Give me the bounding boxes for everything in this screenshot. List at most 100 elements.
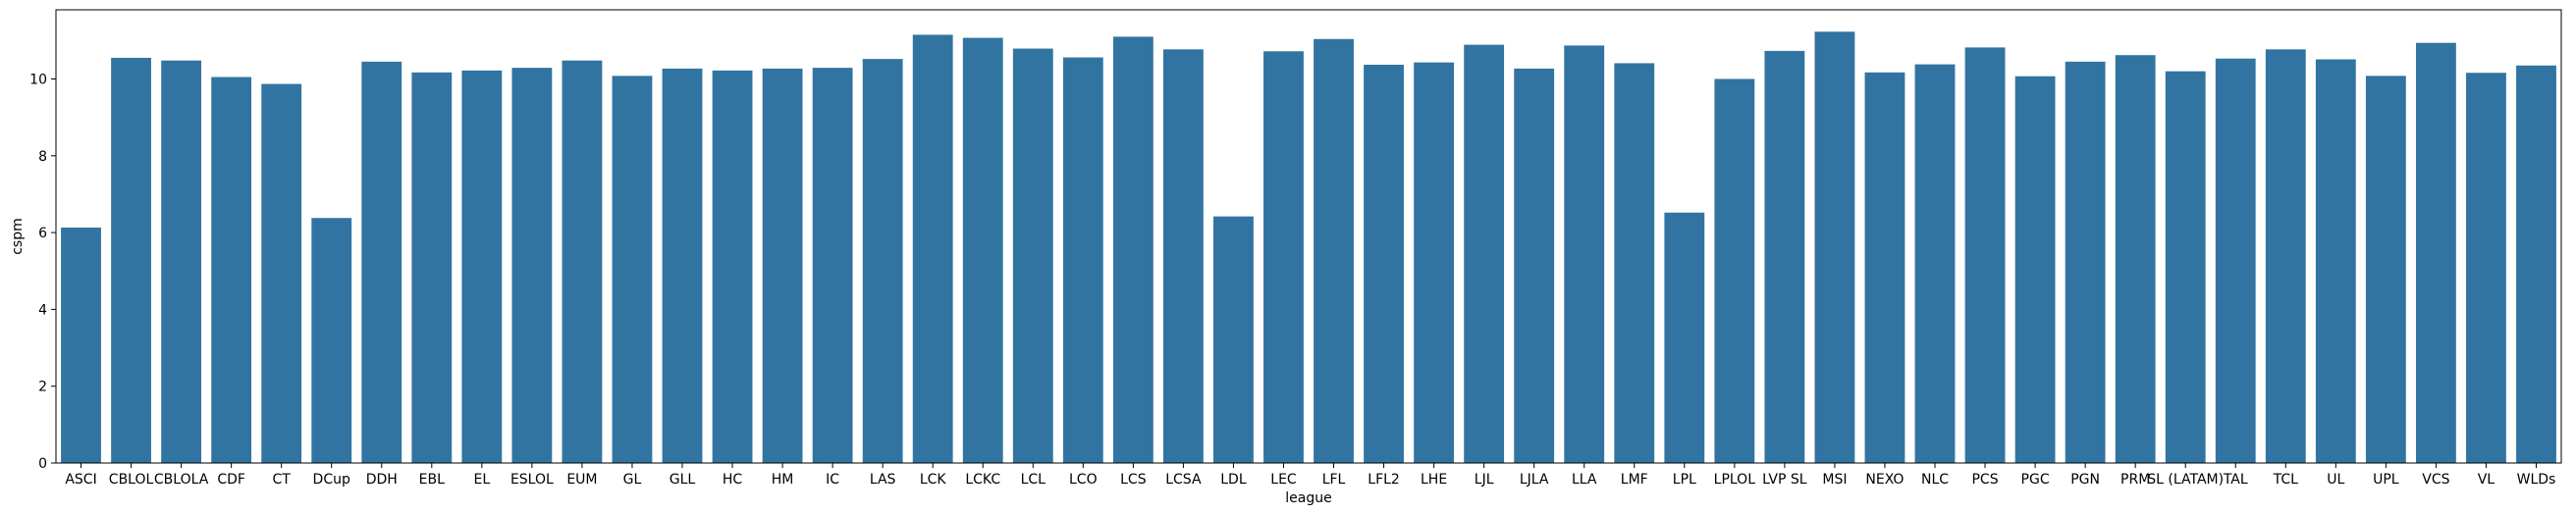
x-tick-label: IC bbox=[826, 472, 839, 488]
bar-nexo bbox=[1864, 72, 1905, 464]
x-tick-label: LCK bbox=[920, 472, 947, 488]
x-tick-label: LEC bbox=[1270, 472, 1297, 488]
y-tick-label: 10 bbox=[29, 72, 47, 87]
x-tick-label: EBL bbox=[419, 472, 445, 488]
bar-ebl bbox=[411, 72, 453, 464]
x-tick-label: VCS bbox=[2422, 472, 2449, 488]
bar-ic bbox=[812, 68, 853, 464]
x-tick-label: HM bbox=[772, 472, 794, 488]
x-tick-label: GLL bbox=[670, 472, 696, 488]
bar-tal bbox=[2215, 58, 2256, 464]
x-tick-label: LDL bbox=[1220, 472, 1247, 488]
x-tick-label: LCO bbox=[1069, 472, 1098, 488]
x-tick-label: LMF bbox=[1621, 472, 1648, 488]
x-tick-label: PGN bbox=[2070, 472, 2100, 488]
bar-lla bbox=[1564, 45, 1605, 463]
x-axis-label: league bbox=[1285, 490, 1331, 506]
x-tick-label: DDH bbox=[366, 472, 398, 488]
x-tick-label: MSI bbox=[1822, 472, 1847, 488]
bar-sl-latam- bbox=[2165, 71, 2206, 463]
x-tick-label: LFL bbox=[1322, 472, 1346, 488]
bar-wlds bbox=[2516, 65, 2556, 464]
bar-lvp-sl bbox=[1764, 50, 1805, 463]
x-tick-label: LPL bbox=[1673, 472, 1696, 488]
bar-ul bbox=[2315, 59, 2356, 464]
y-tick-label: 0 bbox=[38, 456, 47, 472]
x-tick-label: CBLOLA bbox=[154, 472, 209, 488]
x-tick-label: ESLOL bbox=[510, 472, 554, 488]
bar-tcl bbox=[2265, 49, 2306, 463]
bar-ddh bbox=[361, 61, 402, 464]
bar-cdf bbox=[211, 77, 252, 463]
bar-ljl bbox=[1464, 44, 1505, 463]
x-tick-label: SL (LATAM) bbox=[2147, 472, 2224, 488]
x-tick-label: LPLOL bbox=[1714, 472, 1756, 488]
y-axis-label: cspm bbox=[10, 218, 26, 255]
y-axis-ticks: 0 2 4 6 8 10 bbox=[29, 72, 56, 472]
y-tick-label: 6 bbox=[38, 226, 47, 241]
bar-upl bbox=[2365, 76, 2406, 463]
bar-asci bbox=[61, 227, 101, 463]
bar-lhe bbox=[1414, 62, 1455, 464]
x-tick-label: LCKC bbox=[965, 472, 1000, 488]
bar-eum bbox=[562, 60, 603, 463]
x-tick-label: EUM bbox=[566, 472, 597, 488]
y-tick-label: 4 bbox=[38, 302, 47, 318]
plot-frame bbox=[55, 9, 2562, 464]
y-tick-label: 2 bbox=[38, 380, 47, 395]
x-tick-label: NEXO bbox=[1865, 472, 1904, 488]
x-tick-label: TCL bbox=[2273, 472, 2299, 488]
bar-lcs bbox=[1112, 36, 1154, 464]
bar-lpl bbox=[1664, 212, 1705, 463]
bar-cblol bbox=[111, 57, 151, 464]
bar-ct bbox=[261, 83, 302, 464]
bar-lco bbox=[1062, 57, 1103, 463]
x-axis-ticks: ASCI CBLOL CBLOLA CDF CT DCup DDH EBL EL ESLOL EUM… bbox=[65, 463, 2555, 488]
x-tick-label: ASCI bbox=[65, 472, 96, 488]
x-tick-label: LCSA bbox=[1165, 472, 1202, 488]
x-tick-label: CDF bbox=[217, 472, 245, 488]
bar-vcs bbox=[2415, 42, 2456, 464]
bar-nlc bbox=[1914, 64, 1956, 463]
bar-dcup bbox=[311, 218, 352, 463]
x-tick-label: PGC bbox=[2021, 472, 2050, 488]
bar-pgn bbox=[2065, 61, 2106, 464]
bar-lck bbox=[912, 34, 953, 463]
bar-vl bbox=[2466, 73, 2506, 463]
x-tick-label: NLC bbox=[1921, 472, 1949, 488]
bar-gll bbox=[662, 68, 703, 464]
bar-msi bbox=[1814, 31, 1855, 463]
x-tick-label: LJLA bbox=[1520, 472, 1549, 488]
x-tick-label: LLA bbox=[1572, 472, 1597, 488]
bar-cblola bbox=[161, 60, 202, 463]
x-tick-label: CBLOL bbox=[109, 472, 154, 488]
x-tick-label: LHE bbox=[1421, 472, 1447, 488]
bar-ldl bbox=[1213, 216, 1254, 463]
x-tick-label: TAL bbox=[2223, 472, 2248, 488]
bar-gl bbox=[612, 76, 653, 463]
bar-prm bbox=[2115, 55, 2156, 463]
y-tick-label: 8 bbox=[38, 149, 47, 165]
x-tick-label: PRM bbox=[2120, 472, 2150, 488]
x-tick-label: WLDs bbox=[2517, 472, 2556, 488]
x-tick-label: LVP SL bbox=[1762, 472, 1807, 488]
bar-lcl bbox=[1012, 48, 1053, 463]
x-tick-label: UPL bbox=[2373, 472, 2399, 488]
x-tick-label: LCS bbox=[1120, 472, 1147, 488]
x-tick-label: HC bbox=[723, 472, 743, 488]
bar-eslol bbox=[511, 68, 553, 464]
bar-hc bbox=[712, 70, 753, 463]
bar-lcsa bbox=[1162, 49, 1204, 463]
bar-lplol bbox=[1714, 78, 1755, 463]
bar-hm bbox=[762, 68, 803, 464]
bar-lfl2 bbox=[1364, 64, 1404, 464]
bar-lfl bbox=[1314, 38, 1354, 464]
bar-el bbox=[461, 70, 503, 463]
x-tick-label: CT bbox=[273, 472, 292, 488]
x-tick-label: UL bbox=[2327, 472, 2344, 488]
x-tick-label: EL bbox=[474, 472, 491, 488]
bar-ljla bbox=[1514, 68, 1555, 464]
bar-lckc bbox=[962, 37, 1003, 463]
x-tick-label: DCup bbox=[313, 472, 350, 488]
bar-pgc bbox=[2014, 76, 2056, 464]
